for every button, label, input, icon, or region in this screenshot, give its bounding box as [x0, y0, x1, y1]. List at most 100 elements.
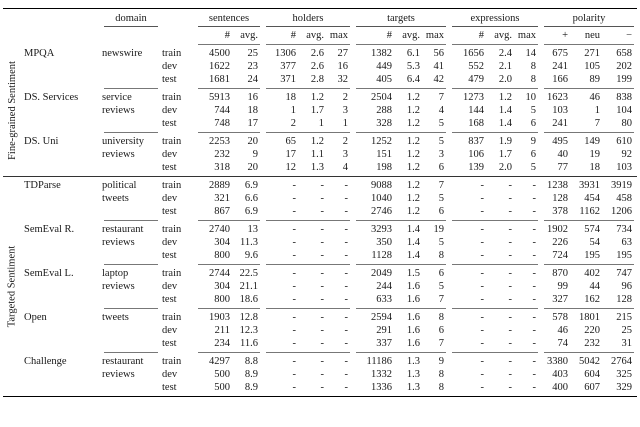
- table-row: MPQA newswire train 4500 25 1306 2.6 27 1382 6.1 5…: [3, 47, 637, 60]
- value-cell: 1.4: [498, 105, 512, 116]
- table-cmidrule-row: [3, 350, 637, 355]
- value-cell: 6: [438, 325, 444, 336]
- value-cell: 2: [342, 92, 348, 103]
- value-cell: 3: [342, 105, 348, 116]
- table-row: DS. Uni university train 2253 20 65 1.2 2 1252 1.…: [3, 135, 637, 148]
- table-row: Challenge restaurant train 4297 8.8 - - - 11186 1…: [3, 355, 637, 368]
- value-cell: 4297: [209, 356, 230, 367]
- split-cell: dev: [162, 369, 178, 380]
- value-cell: 574: [584, 224, 600, 235]
- value-cell: 479: [468, 74, 484, 85]
- value-cell: 6.9: [244, 180, 258, 191]
- value-cell: -: [292, 369, 297, 380]
- dataset-name-cell: TDParse: [24, 180, 61, 191]
- column-group-domain: domain: [101, 12, 161, 27]
- table-row: DS. Services service train 5913 16 18 1.2 2 2504…: [3, 91, 637, 104]
- domain-cell: political: [102, 180, 137, 191]
- value-cell: 1.2: [406, 206, 420, 217]
- value-cell: 105: [584, 61, 600, 72]
- dataset-name-cell: Open: [24, 312, 47, 323]
- value-cell: -: [320, 281, 325, 292]
- domain-cell: [101, 205, 161, 218]
- value-cell: -: [344, 382, 349, 393]
- value-cell: -: [480, 224, 485, 235]
- value-cell: 2049: [371, 268, 392, 279]
- value-cell: 241: [552, 61, 568, 72]
- value-cell: 1.4: [406, 224, 420, 235]
- value-cell: 271: [584, 48, 600, 59]
- value-cell: 18: [285, 92, 297, 103]
- value-cell: 1801: [579, 312, 600, 323]
- dataset-name-cell: [23, 280, 101, 293]
- value-cell: -: [532, 206, 537, 217]
- value-cell: 371: [280, 74, 296, 85]
- cmidrule-holders: [263, 218, 353, 223]
- value-cell: 5: [438, 193, 444, 204]
- value-cell: 2.4: [498, 48, 512, 59]
- value-cell: -: [480, 268, 485, 279]
- value-cell: 18: [589, 162, 601, 173]
- value-cell: 7: [594, 118, 600, 129]
- value-cell: 106: [468, 149, 484, 160]
- value-cell: -: [508, 281, 513, 292]
- value-cell: 6: [530, 149, 536, 160]
- cmidrule-sentences: [195, 262, 263, 267]
- cmidrule-domain: [101, 306, 161, 311]
- value-cell: 377: [280, 61, 296, 72]
- table-row: test 800 9.6 - - - 1128 1.4 8 - - - 724 195 195: [3, 249, 637, 262]
- split-cell: test: [162, 338, 177, 349]
- table-row: tweets dev 321 6.6 - - - 1040 1.2 5 - - - 128 454 458: [3, 192, 637, 205]
- dataset-name-cell: [23, 368, 101, 381]
- value-cell: 658: [616, 48, 632, 59]
- cmidrule-polarity: [541, 130, 637, 135]
- value-cell: -: [320, 250, 325, 261]
- value-cell: 21.1: [239, 281, 258, 292]
- cmidrule-holders: [263, 350, 353, 355]
- value-cell: -: [344, 224, 349, 235]
- dataset-name-cell: DS. Services: [24, 92, 79, 103]
- dataset-name-cell: [23, 337, 101, 350]
- value-cell: 103: [616, 162, 632, 173]
- value-cell: 1623: [547, 92, 568, 103]
- value-cell: 1.4: [498, 118, 512, 129]
- cmidrule-polarity: [541, 42, 637, 47]
- cmidrule-polarity: [541, 86, 637, 91]
- value-cell: -: [292, 294, 297, 305]
- value-cell: -: [532, 325, 537, 336]
- value-cell: 16: [247, 92, 259, 103]
- cmidrule-polarity: [541, 218, 637, 223]
- value-cell: 321: [214, 193, 230, 204]
- domain-cell: restaurant: [102, 356, 144, 367]
- value-cell: -: [344, 180, 349, 191]
- value-cell: -: [480, 382, 485, 393]
- value-cell: -: [292, 250, 297, 261]
- value-cell: 2253: [209, 136, 230, 147]
- value-cell: 20: [247, 136, 259, 147]
- value-cell: 350: [376, 237, 392, 248]
- cmidrule-expressions: [449, 262, 541, 267]
- domain-cell: [101, 293, 161, 306]
- value-cell: 22.5: [239, 268, 258, 279]
- value-cell: 2: [342, 136, 348, 147]
- value-cell: 241: [552, 118, 568, 129]
- value-cell: 56: [433, 48, 445, 59]
- value-cell: -: [480, 206, 485, 217]
- value-cell: 3293: [371, 224, 392, 235]
- value-cell: 1.4: [406, 250, 420, 261]
- value-cell: 1.1: [310, 149, 324, 160]
- value-cell: 4: [342, 162, 348, 173]
- value-cell: -: [320, 325, 325, 336]
- value-cell: -: [320, 294, 325, 305]
- value-cell: -: [508, 356, 513, 367]
- value-cell: 288: [376, 105, 392, 116]
- value-cell: 747: [616, 268, 632, 279]
- value-cell: 128: [552, 193, 568, 204]
- value-cell: 6: [438, 206, 444, 217]
- split-cell: dev: [162, 325, 178, 336]
- value-cell: -: [344, 237, 349, 248]
- value-cell: 8: [438, 382, 444, 393]
- section-label-targeted-sentiment: Targeted Sentiment: [3, 179, 21, 394]
- value-cell: -: [508, 382, 513, 393]
- value-cell: -: [292, 206, 297, 217]
- value-cell: 744: [214, 105, 230, 116]
